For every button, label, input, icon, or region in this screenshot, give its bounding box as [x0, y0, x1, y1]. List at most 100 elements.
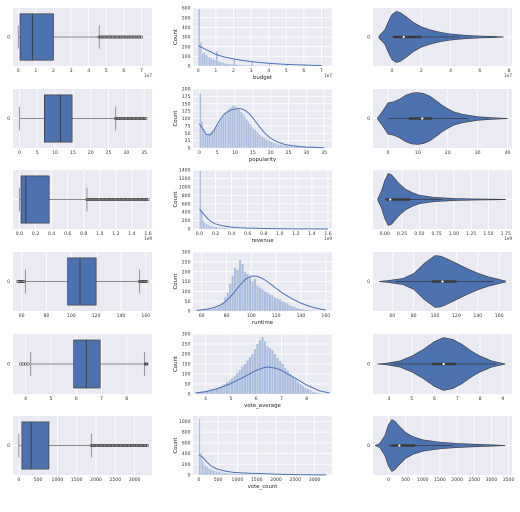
- histogram-bar: [218, 471, 221, 476]
- x-tick-label: 4: [267, 68, 270, 74]
- outlier-point: [102, 35, 106, 39]
- outlier-point: [142, 279, 146, 284]
- y-tick-label: 100: [182, 116, 191, 122]
- outlier-point: [125, 116, 129, 121]
- outlier-point: [118, 443, 122, 448]
- violin-median: [389, 198, 392, 201]
- x-tick-label: 2000: [451, 477, 463, 483]
- histogram-bar: [229, 228, 232, 230]
- histogram-bar: [221, 227, 224, 230]
- histogram-bar: [229, 63, 232, 67]
- y-tick-label: 0: [7, 279, 10, 285]
- x-tick-label: 7: [320, 68, 323, 74]
- outlier-point: [109, 443, 113, 448]
- outlier-point: [94, 443, 98, 448]
- y-tick-label: 250: [182, 342, 191, 348]
- x-tick-label: 3500: [503, 477, 515, 483]
- histogram-bar: [225, 227, 227, 230]
- outlier-point: [121, 443, 125, 448]
- histogram-bar: [252, 474, 255, 476]
- x-tick-label: 1.4: [308, 231, 315, 237]
- x-tick-label: 5: [49, 396, 52, 402]
- box-iqr: [19, 13, 54, 61]
- x-axis-label: revenue: [251, 238, 274, 244]
- y-tick-label: 800: [182, 193, 191, 199]
- histogram-bar: [238, 109, 241, 149]
- outlier-point: [97, 443, 101, 448]
- y-tick-label: 1400: [179, 168, 191, 174]
- histogram-bar: [223, 227, 226, 230]
- x-tick-label: 3: [70, 68, 73, 74]
- histogram-bar: [217, 227, 219, 230]
- x-tick-label: 120: [452, 313, 461, 319]
- outlier-point: [122, 116, 126, 121]
- panel-box-vote_count: 0 500 1000 1500 2000 2500 3000 0: [7, 416, 152, 483]
- histogram-bar: [206, 309, 210, 312]
- outlier-point: [145, 279, 149, 284]
- outlier-point: [119, 197, 123, 202]
- histogram-bar: [288, 305, 292, 312]
- histogram-bar: [214, 470, 216, 476]
- histogram-bar: [251, 353, 254, 395]
- histogram-bar: [209, 469, 212, 476]
- x-tick-label: 60: [199, 313, 205, 319]
- y-axis-label: Count: [173, 356, 179, 372]
- outlier-point: [107, 35, 111, 39]
- x-tick-label: 1.75: [501, 231, 511, 237]
- outlier-point: [21, 279, 25, 284]
- y-tick-label: 0: [188, 64, 191, 70]
- histogram-bar: [279, 144, 282, 149]
- outlier-point: [109, 35, 113, 39]
- x-tick-label: 0: [198, 150, 201, 156]
- histogram-bar: [229, 473, 232, 476]
- histogram-bar: [247, 65, 250, 67]
- histogram-bar: [201, 53, 204, 67]
- x-tick-label: 25: [106, 150, 112, 156]
- y-tick-label: 150: [182, 101, 191, 107]
- panel-box-runtime: 60 80 100 120 140 160 0: [7, 252, 152, 319]
- x-tick-label: 100: [247, 313, 256, 319]
- outlier-point: [99, 197, 103, 202]
- histogram-bar: [310, 310, 314, 312]
- outlier-point: [103, 197, 107, 202]
- outlier-point: [91, 443, 95, 448]
- x-tick-label: 2000: [270, 477, 282, 483]
- outlier-point: [141, 279, 145, 284]
- outlier-point: [120, 197, 124, 202]
- histogram-bar: [206, 134, 209, 149]
- panel-violin-popularity: 0 10 20 30 40 0: [367, 89, 512, 156]
- outlier-point: [97, 35, 101, 39]
- outlier-point: [120, 116, 124, 121]
- x-tick-label: 1.50: [483, 231, 493, 237]
- histogram-bar: [300, 308, 304, 312]
- kde-line: [198, 45, 322, 67]
- outlier-point: [105, 443, 109, 448]
- x-tick-label: 6: [255, 396, 258, 402]
- histogram-bar: [228, 380, 232, 395]
- histogram-bar: [204, 133, 207, 149]
- histogram-bar: [203, 52, 206, 67]
- outlier-point: [137, 443, 141, 448]
- histogram-bar: [268, 140, 271, 149]
- axis-offset-label: 1e9: [144, 236, 152, 241]
- outlier-point: [130, 116, 134, 121]
- axis-offset-label: 1e7: [324, 73, 332, 78]
- histogram-bar: [210, 225, 213, 230]
- x-tick-label: 80: [411, 313, 417, 319]
- outlier-point: [120, 443, 124, 448]
- outlier-point: [99, 443, 103, 448]
- histogram-bar: [217, 124, 220, 149]
- outlier-point: [131, 116, 135, 121]
- x-tick-label: 0: [391, 68, 394, 74]
- x-tick-label: 4: [449, 68, 452, 74]
- outlier-point: [126, 35, 130, 39]
- histogram-bar: [304, 387, 307, 395]
- outlier-point: [139, 35, 143, 39]
- histogram-bar: [256, 343, 259, 395]
- histogram-bar: [212, 226, 214, 230]
- histogram-bar: [222, 116, 225, 149]
- x-tick-label: 60: [19, 313, 25, 319]
- x-tick-label: 0: [197, 477, 200, 483]
- histogram-bar: [285, 303, 289, 312]
